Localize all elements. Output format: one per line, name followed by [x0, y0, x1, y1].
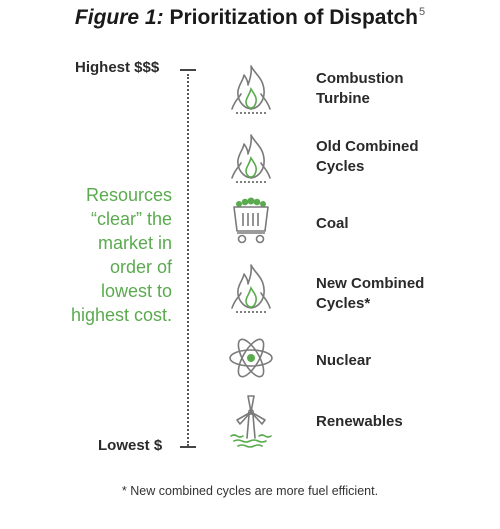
flame-icon [231, 134, 271, 183]
note-line: lowest to [100, 281, 172, 301]
item-label-coal: Coal [316, 215, 349, 232]
flame-icon [231, 65, 271, 114]
coal-cart-icon [233, 197, 269, 244]
axis-top-tick [180, 69, 196, 71]
highest-cost-label: Highest $$$ [75, 59, 160, 76]
figure-title-text: Prioritization of Dispatch [169, 6, 418, 29]
atom-icon [229, 338, 273, 378]
item-label-old-combined-cycles: Old Combined Cycles [316, 138, 419, 175]
item-label-combustion-turbine: Combustion Turbine [316, 70, 404, 107]
cost-axis-line [187, 74, 189, 446]
note-line: highest cost. [70, 305, 172, 325]
figure-title: Figure 1: Prioritization of Dispatch5 [0, 6, 500, 30]
axis-bottom-tick [180, 446, 196, 448]
flame-icon [231, 264, 271, 313]
dispatch-note: Resources “clear” the market in order of… [40, 183, 172, 327]
lowest-cost-label: Lowest $ [98, 437, 163, 454]
figure-number: Figure 1: [74, 6, 164, 29]
figure-superscript: 5 [418, 6, 426, 18]
note-line: order of [109, 257, 172, 277]
item-label-renewables: Renewables [316, 413, 403, 430]
note-line: Resources [85, 185, 172, 205]
note-line: “clear” the [90, 209, 172, 229]
footnote: * New combined cycles are more fuel effi… [121, 484, 379, 498]
note-line: market in [97, 233, 172, 253]
item-label-nuclear: Nuclear [316, 352, 372, 369]
item-label-new-combined-cycles: New Combined Cycles* [316, 275, 425, 312]
wind-turbine-icon [230, 395, 272, 448]
